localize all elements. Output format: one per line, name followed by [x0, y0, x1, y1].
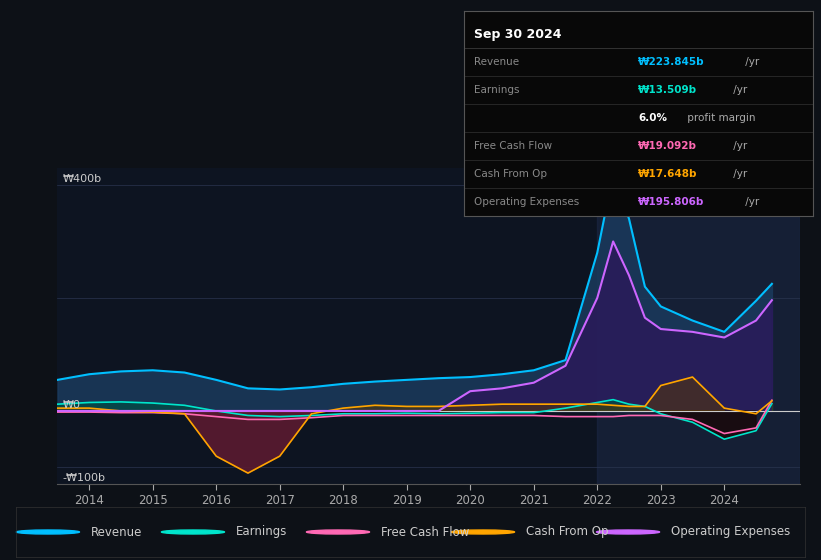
Circle shape: [452, 530, 515, 534]
Text: /yr: /yr: [742, 57, 759, 67]
Text: 6.0%: 6.0%: [639, 113, 667, 123]
Circle shape: [162, 530, 224, 534]
Text: Operating Expenses: Operating Expenses: [475, 197, 580, 207]
Text: /yr: /yr: [731, 85, 748, 95]
Text: Earnings: Earnings: [475, 85, 520, 95]
Circle shape: [306, 530, 369, 534]
Text: ₩223.845b: ₩223.845b: [639, 57, 705, 67]
Text: Sep 30 2024: Sep 30 2024: [475, 27, 562, 40]
Text: Free Cash Flow: Free Cash Flow: [381, 525, 470, 539]
Text: ₩19.092b: ₩19.092b: [639, 141, 697, 151]
Text: Operating Expenses: Operating Expenses: [672, 525, 791, 539]
Bar: [597, 168, 800, 484]
Text: Revenue: Revenue: [91, 525, 143, 539]
Text: ₩13.509b: ₩13.509b: [639, 85, 698, 95]
Text: /yr: /yr: [742, 197, 759, 207]
Text: Cash From Op: Cash From Op: [526, 525, 609, 539]
Text: ₩17.648b: ₩17.648b: [639, 169, 698, 179]
Circle shape: [16, 530, 80, 534]
Text: -₩100b: -₩100b: [62, 473, 106, 483]
Text: Earnings: Earnings: [236, 525, 287, 539]
Text: /yr: /yr: [731, 141, 748, 151]
Text: ₩400b: ₩400b: [62, 174, 102, 184]
Text: ₩0: ₩0: [62, 400, 80, 410]
Text: /yr: /yr: [731, 169, 748, 179]
Text: Free Cash Flow: Free Cash Flow: [475, 141, 553, 151]
Text: ₩195.806b: ₩195.806b: [639, 197, 704, 207]
Text: Revenue: Revenue: [475, 57, 520, 67]
Text: profit margin: profit margin: [685, 113, 756, 123]
Circle shape: [597, 530, 659, 534]
Text: Cash From Op: Cash From Op: [475, 169, 548, 179]
